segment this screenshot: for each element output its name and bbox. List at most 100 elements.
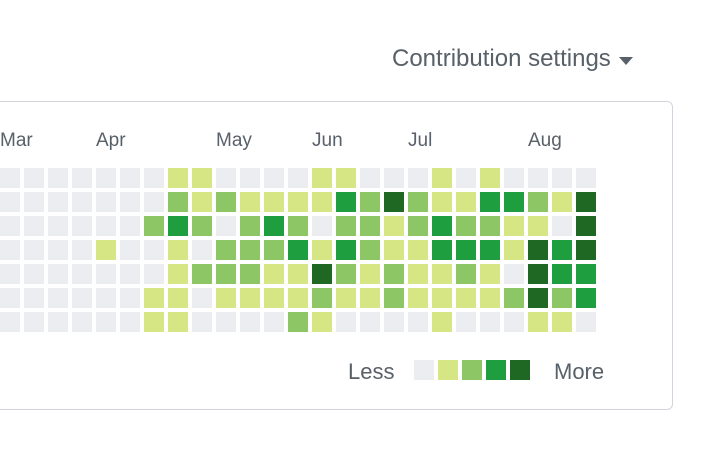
contribution-day-cell[interactable] [72,288,92,308]
contribution-day-cell[interactable] [456,288,476,308]
contribution-day-cell[interactable] [480,168,500,188]
contribution-day-cell[interactable] [96,288,116,308]
contribution-day-cell[interactable] [216,216,236,236]
contribution-day-cell[interactable] [120,192,140,212]
contribution-day-cell[interactable] [192,216,212,236]
contribution-day-cell[interactable] [240,240,260,260]
contribution-day-cell[interactable] [264,240,284,260]
contribution-day-cell[interactable] [216,192,236,212]
contribution-day-cell[interactable] [552,192,572,212]
contribution-day-cell[interactable] [168,240,188,260]
contribution-day-cell[interactable] [384,312,404,332]
contribution-day-cell[interactable] [168,264,188,284]
contribution-day-cell[interactable] [360,192,380,212]
contribution-day-cell[interactable] [552,264,572,284]
contribution-day-cell[interactable] [432,264,452,284]
contribution-day-cell[interactable] [408,312,428,332]
contribution-day-cell[interactable] [240,192,260,212]
contribution-day-cell[interactable] [528,168,548,188]
contribution-day-cell[interactable] [0,168,20,188]
contribution-day-cell[interactable] [0,288,20,308]
contribution-day-cell[interactable] [480,288,500,308]
contribution-day-cell[interactable] [336,216,356,236]
contribution-day-cell[interactable] [24,264,44,284]
contribution-day-cell[interactable] [360,168,380,188]
contribution-day-cell[interactable] [576,240,596,260]
contribution-day-cell[interactable] [192,240,212,260]
contribution-day-cell[interactable] [384,216,404,236]
contribution-day-cell[interactable] [24,216,44,236]
contribution-day-cell[interactable] [96,264,116,284]
contribution-day-cell[interactable] [504,192,524,212]
contribution-day-cell[interactable] [48,312,68,332]
contribution-day-cell[interactable] [168,192,188,212]
contribution-day-cell[interactable] [192,168,212,188]
contribution-day-cell[interactable] [0,216,20,236]
contribution-day-cell[interactable] [528,216,548,236]
contribution-day-cell[interactable] [96,312,116,332]
contribution-day-cell[interactable] [312,192,332,212]
contribution-day-cell[interactable] [312,288,332,308]
contribution-day-cell[interactable] [456,168,476,188]
contribution-day-cell[interactable] [576,192,596,212]
contribution-day-cell[interactable] [336,264,356,284]
contribution-day-cell[interactable] [48,216,68,236]
contribution-day-cell[interactable] [528,288,548,308]
contribution-day-cell[interactable] [456,192,476,212]
contribution-day-cell[interactable] [96,216,116,236]
contribution-day-cell[interactable] [336,240,356,260]
contribution-day-cell[interactable] [168,312,188,332]
contribution-day-cell[interactable] [264,216,284,236]
contribution-day-cell[interactable] [48,168,68,188]
contribution-day-cell[interactable] [480,312,500,332]
contribution-day-cell[interactable] [24,312,44,332]
contribution-day-cell[interactable] [192,192,212,212]
contribution-day-cell[interactable] [432,288,452,308]
contribution-day-cell[interactable] [216,264,236,284]
contribution-day-cell[interactable] [312,240,332,260]
contribution-day-cell[interactable] [168,288,188,308]
contribution-day-cell[interactable] [288,288,308,308]
contribution-day-cell[interactable] [120,240,140,260]
contribution-day-cell[interactable] [144,312,164,332]
contribution-day-cell[interactable] [288,240,308,260]
contribution-day-cell[interactable] [168,216,188,236]
contribution-day-cell[interactable] [240,168,260,188]
contribution-day-cell[interactable] [528,264,548,284]
contribution-day-cell[interactable] [120,288,140,308]
contribution-day-cell[interactable] [144,264,164,284]
contribution-day-cell[interactable] [552,312,572,332]
contribution-day-cell[interactable] [96,192,116,212]
contribution-day-cell[interactable] [408,288,428,308]
contribution-day-cell[interactable] [72,192,92,212]
contribution-day-cell[interactable] [240,288,260,308]
contribution-day-cell[interactable] [408,264,428,284]
contribution-day-cell[interactable] [144,288,164,308]
contribution-day-cell[interactable] [72,312,92,332]
contribution-day-cell[interactable] [504,312,524,332]
contribution-day-cell[interactable] [456,312,476,332]
contribution-day-cell[interactable] [240,264,260,284]
contribution-day-cell[interactable] [504,240,524,260]
contribution-day-cell[interactable] [120,216,140,236]
contribution-day-cell[interactable] [288,312,308,332]
contribution-day-cell[interactable] [216,312,236,332]
contribution-day-cell[interactable] [0,264,20,284]
contribution-day-cell[interactable] [456,264,476,284]
contribution-day-cell[interactable] [360,216,380,236]
contribution-day-cell[interactable] [504,216,524,236]
contribution-day-cell[interactable] [408,168,428,188]
contribution-day-cell[interactable] [48,288,68,308]
contribution-day-cell[interactable] [216,288,236,308]
contribution-day-cell[interactable] [288,216,308,236]
contribution-day-cell[interactable] [264,312,284,332]
contribution-day-cell[interactable] [360,312,380,332]
contribution-day-cell[interactable] [168,168,188,188]
contribution-day-cell[interactable] [144,240,164,260]
contribution-day-cell[interactable] [360,264,380,284]
contribution-day-cell[interactable] [384,288,404,308]
contribution-day-cell[interactable] [216,240,236,260]
contribution-day-cell[interactable] [96,168,116,188]
contribution-day-cell[interactable] [192,288,212,308]
contribution-day-cell[interactable] [576,216,596,236]
